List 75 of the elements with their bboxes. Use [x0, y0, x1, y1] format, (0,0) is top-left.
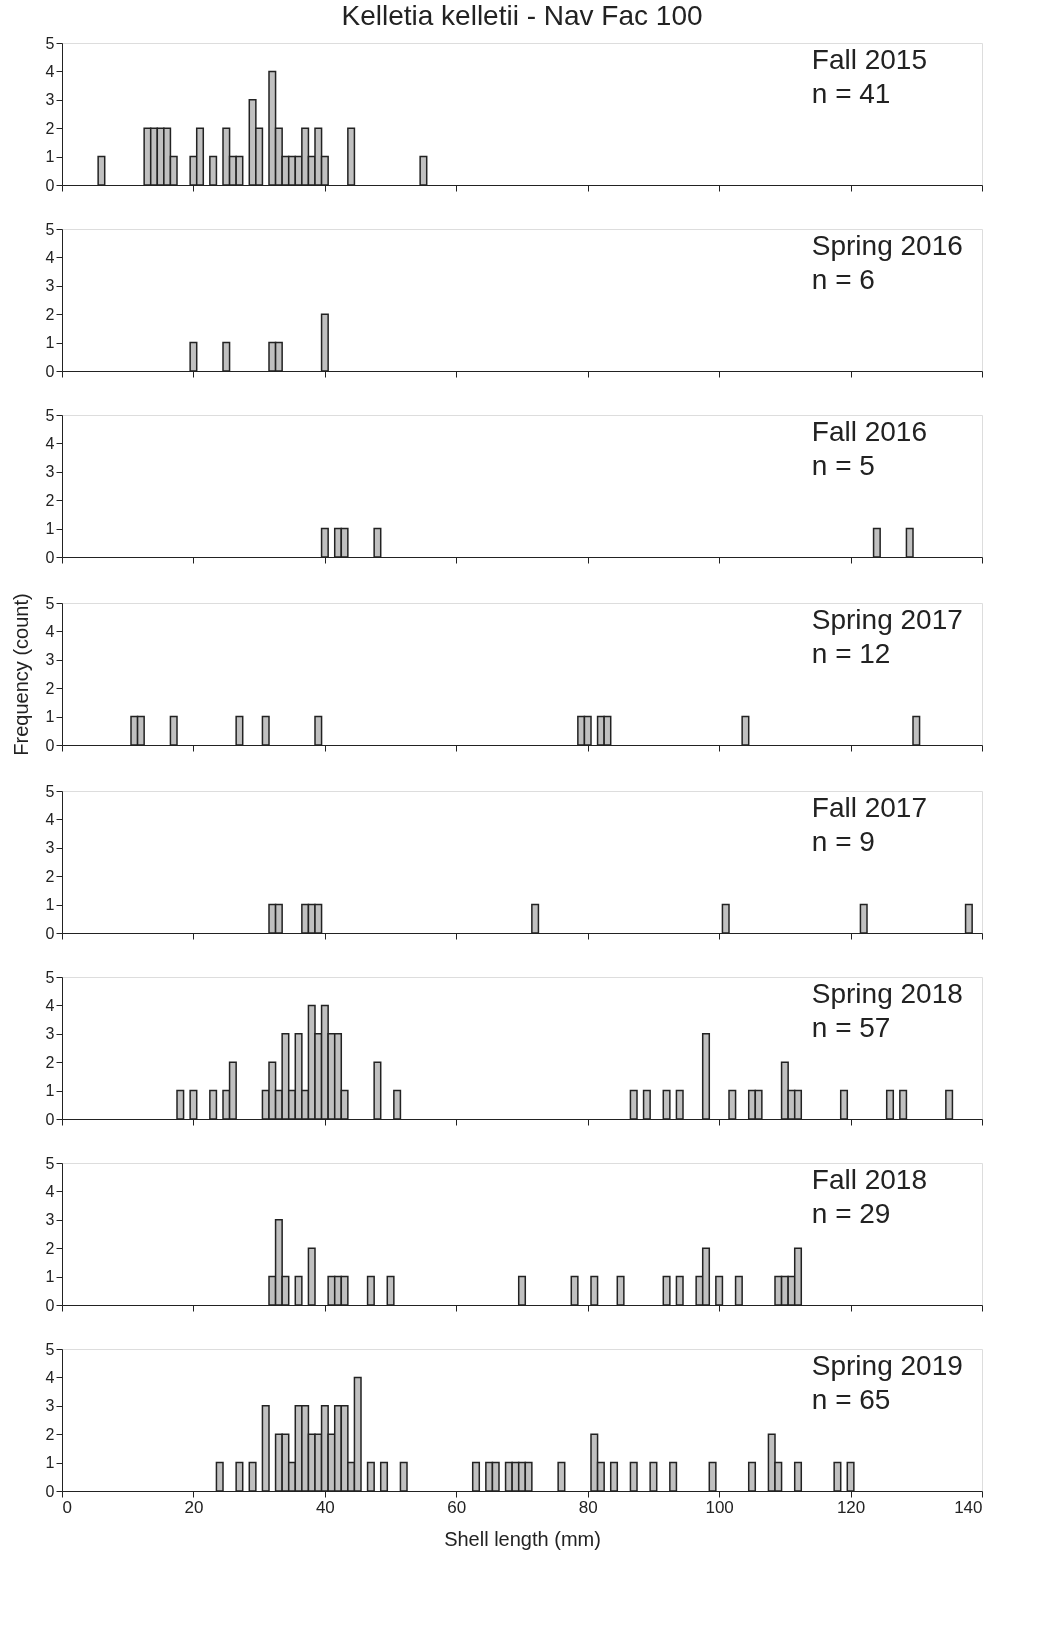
x-axis-title: Shell length (mm) — [444, 1527, 601, 1550]
annotation: n = 41 — [811, 78, 891, 109]
y-tick-label: 4 — [45, 810, 55, 828]
y-tick-label: 1 — [45, 708, 55, 726]
y-tick-label: 1 — [45, 148, 55, 166]
x-tick-label: 0 — [62, 1497, 72, 1517]
y-tick-label: 1 — [45, 896, 55, 914]
y-tick-label: 3 — [45, 1025, 55, 1043]
y-tick-label: 1 — [45, 1082, 55, 1100]
annotation: Fall 2018 — [811, 1164, 927, 1195]
y-tick-label: 5 — [45, 406, 55, 424]
y-tick-label: 3 — [45, 463, 55, 481]
y-tick-label: 2 — [45, 867, 55, 885]
x-tick-label: 20 — [184, 1497, 204, 1517]
y-tick-label: 1 — [45, 1454, 55, 1472]
annotation: n = 65 — [811, 1384, 891, 1415]
y-tick-label: 5 — [45, 34, 55, 52]
y-tick-label: 5 — [45, 782, 55, 800]
annotation: Fall 2015 — [811, 44, 927, 75]
x-tick-label: 100 — [705, 1497, 734, 1517]
annotation: n = 9 — [811, 826, 875, 857]
x-tick-label: 60 — [447, 1497, 467, 1517]
y-tick-label: 2 — [45, 1425, 55, 1443]
y-tick-label: 3 — [45, 1397, 55, 1415]
y-tick-label: 5 — [45, 1340, 55, 1358]
y-tick-label: 0 — [45, 548, 55, 566]
y-tick-label: 4 — [45, 1182, 55, 1200]
y-tick-label: 2 — [45, 1239, 55, 1257]
x-tick-label: 140 — [954, 1497, 983, 1517]
annotation: Spring 2019 — [811, 1350, 963, 1381]
y-tick-label: 2 — [45, 679, 55, 697]
chart-title: Kelletia kelletii - Nav Fac 100 — [341, 0, 703, 31]
annotation: Spring 2017 — [811, 604, 963, 635]
y-tick-label: 2 — [45, 119, 55, 137]
y-tick-label: 5 — [45, 1154, 55, 1172]
y-tick-label: 3 — [45, 277, 55, 295]
y-tick-label: 4 — [45, 62, 55, 80]
y-tick-label: 3 — [45, 1211, 55, 1229]
y-tick-label: 0 — [45, 176, 55, 194]
y-tick-label: 2 — [45, 305, 55, 323]
x-tick-label: 80 — [578, 1497, 598, 1517]
y-tick-label: 1 — [45, 1268, 55, 1286]
y-tick-label: 1 — [45, 334, 55, 352]
y-tick-label: 5 — [45, 220, 55, 238]
y-axis-title: Frequency (count) — [9, 593, 32, 756]
y-tick-label: 1 — [45, 520, 55, 538]
annotation: n = 6 — [811, 264, 875, 295]
y-tick-label: 3 — [45, 91, 55, 109]
annotation: n = 12 — [811, 638, 891, 669]
y-tick-label: 0 — [45, 736, 55, 754]
x-tick-label: 40 — [315, 1497, 335, 1517]
annotation: Spring 2016 — [811, 230, 963, 261]
y-tick-label: 3 — [45, 651, 55, 669]
annotation: Fall 2017 — [811, 792, 927, 823]
y-tick-label: 4 — [45, 248, 55, 266]
annotation: n = 57 — [811, 1012, 891, 1043]
y-tick-label: 0 — [45, 1296, 55, 1314]
y-tick-label: 4 — [45, 622, 55, 640]
y-tick-label: 4 — [45, 996, 55, 1014]
x-tick-label: 120 — [836, 1497, 866, 1517]
y-tick-label: 5 — [45, 968, 55, 986]
y-tick-label: 0 — [45, 1482, 55, 1500]
annotation: Spring 2018 — [811, 978, 963, 1009]
annotation: n = 5 — [811, 450, 875, 481]
y-tick-label: 3 — [45, 839, 55, 857]
y-tick-label: 2 — [45, 491, 55, 509]
y-tick-label: 2 — [45, 1053, 55, 1071]
y-tick-label: 5 — [45, 594, 55, 612]
annotation: n = 29 — [811, 1198, 891, 1229]
y-tick-label: 0 — [45, 924, 55, 942]
y-tick-label: 4 — [45, 434, 55, 452]
y-tick-label: 0 — [45, 362, 55, 380]
y-tick-label: 0 — [45, 1110, 55, 1128]
annotation: Fall 2016 — [811, 416, 927, 447]
y-tick-label: 4 — [45, 1368, 55, 1386]
